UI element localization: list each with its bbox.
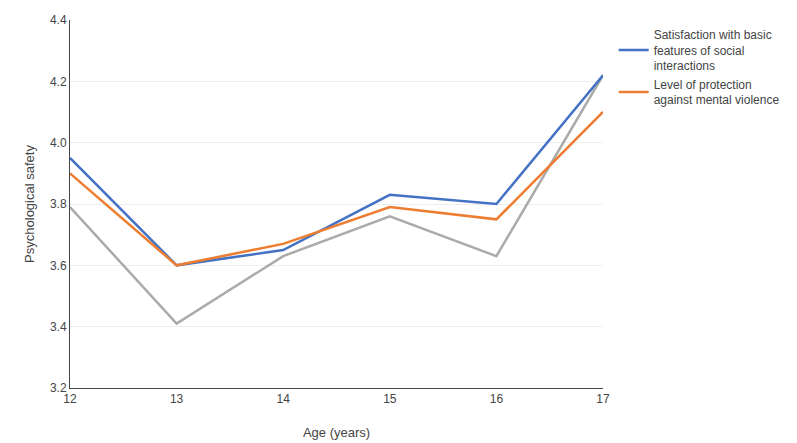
svg-text:17: 17 xyxy=(596,392,610,406)
svg-text:Age (years): Age (years) xyxy=(303,425,370,440)
svg-text:4.2: 4.2 xyxy=(50,75,67,89)
svg-text:4.4: 4.4 xyxy=(50,13,67,27)
svg-text:3.6: 3.6 xyxy=(50,259,67,273)
svg-text:Psychological safety: Psychological safety xyxy=(22,145,37,263)
svg-text:3.4: 3.4 xyxy=(50,320,67,334)
svg-text:3.8: 3.8 xyxy=(50,197,67,211)
svg-text:Level of protectionagainst men: Level of protectionagainst mental violen… xyxy=(654,78,780,108)
svg-text:14: 14 xyxy=(277,392,291,406)
svg-text:3.2: 3.2 xyxy=(50,381,67,395)
svg-text:15: 15 xyxy=(383,392,397,406)
svg-text:16: 16 xyxy=(490,392,504,406)
svg-text:12: 12 xyxy=(63,392,77,406)
svg-text:4.0: 4.0 xyxy=(50,136,67,150)
svg-text:Satisfaction with basicfeature: Satisfaction with basicfeatures of socia… xyxy=(654,28,772,73)
svg-text:13: 13 xyxy=(170,392,184,406)
